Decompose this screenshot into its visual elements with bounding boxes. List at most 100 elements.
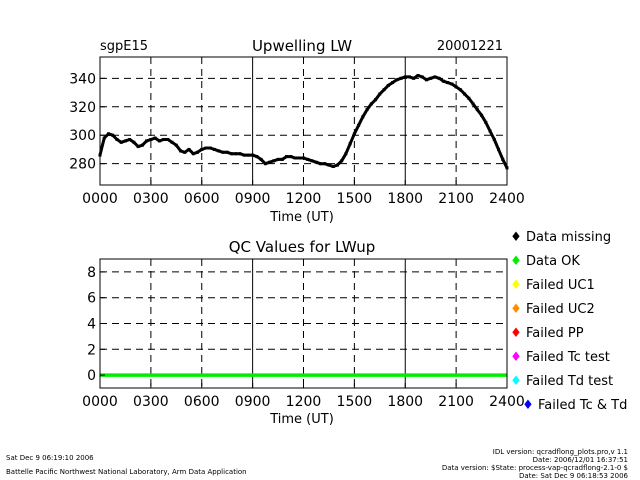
x-tick-label: 2400 [489, 394, 525, 410]
x-tick-label: 2400 [489, 191, 525, 207]
data-point [208, 146, 212, 150]
x-tick-label: 0900 [235, 191, 271, 207]
data-point [200, 147, 204, 151]
x-tick-label: 1200 [286, 394, 322, 410]
data-point [471, 102, 475, 106]
data-point [357, 123, 361, 127]
data-point [306, 157, 310, 161]
data-point [276, 157, 280, 161]
data-point [412, 76, 416, 80]
data-point [225, 150, 229, 154]
data-point [463, 92, 467, 96]
data-point [191, 152, 195, 156]
legend-marker: ♦ [510, 350, 522, 365]
data-point [115, 137, 119, 141]
data-point [285, 155, 289, 159]
site-label: sgpE15 [100, 39, 148, 54]
data-point [488, 129, 492, 133]
x-tick-label: 2100 [438, 394, 474, 410]
x-tick-label: 0900 [235, 394, 271, 410]
y-tick-label: 6 [87, 291, 96, 307]
data-point [314, 160, 318, 164]
legend-label: Failed Tc & Td [538, 398, 627, 413]
data-point [420, 75, 424, 79]
y-tick-label: 8 [87, 265, 96, 281]
data-point [403, 75, 407, 79]
data-point [123, 139, 127, 143]
data-point [407, 75, 411, 79]
legend-marker: ♦ [510, 302, 522, 317]
data-point [446, 81, 450, 85]
data-point [348, 142, 352, 146]
data-point [395, 78, 399, 82]
data-point [386, 83, 390, 87]
data-point [293, 156, 297, 160]
data-point [153, 136, 157, 140]
data-point [365, 108, 369, 112]
data-point [318, 162, 322, 166]
bottom-x-axis-label: Time (UT) [269, 412, 334, 427]
data-point [136, 145, 140, 149]
data-point [183, 150, 187, 154]
data-point [399, 76, 403, 80]
data-point [145, 139, 149, 143]
y-tick-label: 0 [87, 368, 96, 384]
data-point [204, 146, 208, 150]
data-point [238, 152, 242, 156]
data-point [128, 137, 132, 141]
legend-marker: ♦ [522, 398, 534, 413]
data-point [458, 88, 462, 92]
data-point [234, 152, 238, 156]
data-point [111, 133, 115, 137]
data-point [246, 153, 250, 157]
legend-marker: ♦ [510, 230, 522, 245]
footer-timestamp: Sat Dec 9 06:19:10 2006 [6, 454, 94, 462]
data-point [480, 113, 484, 117]
x-tick-label: 0000 [82, 191, 118, 207]
data-point [289, 155, 293, 159]
legend-label: Failed UC2 [526, 302, 595, 317]
data-point [268, 160, 272, 164]
x-tick-label: 0600 [184, 394, 220, 410]
legend-marker: ♦ [510, 326, 522, 341]
data-point [140, 143, 144, 147]
footer-idl-date: Date: 2006/12/01 16:37:51 [533, 456, 628, 464]
data-point [302, 156, 305, 160]
footer-data-date: Date: Sat Dec 9 06:18:53 2006 [519, 472, 628, 480]
data-point [340, 159, 344, 163]
top-series [98, 73, 509, 170]
legend-label: Failed Td test [526, 374, 613, 389]
legend-label: Failed PP [526, 326, 584, 341]
y-tick-label: 320 [69, 100, 96, 116]
top-grid [100, 57, 507, 185]
data-point [187, 147, 191, 151]
legend-label: Data OK [526, 254, 580, 269]
data-point [106, 132, 110, 136]
data-point [361, 115, 365, 119]
data-point [170, 140, 174, 144]
bottom-y-ticks: 0 2 4 6 8 [87, 265, 105, 384]
data-point [149, 137, 153, 141]
data-point [132, 140, 136, 144]
data-point [119, 140, 123, 144]
legend-marker: ♦ [510, 374, 522, 389]
y-tick-label: 340 [69, 71, 96, 87]
x-tick-label: 1800 [387, 191, 423, 207]
data-point [492, 137, 496, 141]
data-point [174, 143, 178, 147]
data-point [437, 76, 441, 80]
data-point [391, 81, 395, 85]
x-tick-label: 0300 [133, 191, 169, 207]
x-tick-label: 0600 [184, 191, 220, 207]
data-point [433, 75, 437, 79]
x-tick-label: 1500 [337, 394, 373, 410]
data-point [424, 78, 428, 82]
data-point [352, 132, 356, 136]
data-point [369, 102, 373, 106]
data-point [263, 162, 267, 166]
data-point [217, 149, 221, 153]
data-point [475, 108, 479, 112]
x-tick-label: 1500 [337, 191, 373, 207]
x-tick-label: 1800 [387, 394, 423, 410]
data-point [327, 163, 331, 167]
